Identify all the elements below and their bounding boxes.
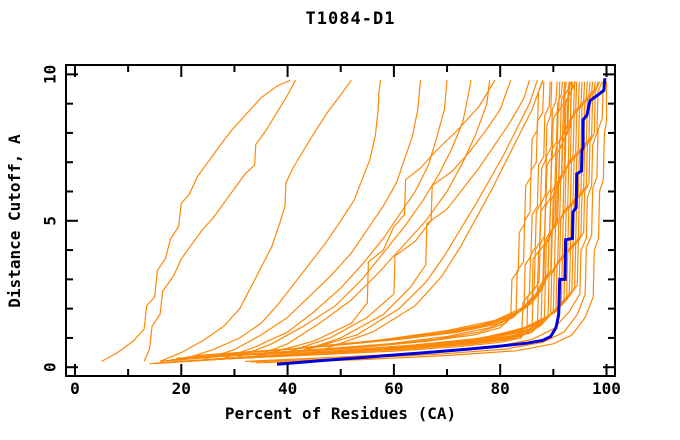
model-01 bbox=[101, 79, 291, 362]
y-tick-label: 5 bbox=[41, 216, 60, 226]
model-24 bbox=[202, 81, 583, 361]
x-tick-label: 40 bbox=[278, 379, 297, 398]
model-03 bbox=[159, 79, 352, 362]
model-11 bbox=[287, 80, 530, 357]
model-08 bbox=[250, 80, 491, 359]
model-34 bbox=[255, 81, 608, 364]
model-09 bbox=[260, 79, 496, 357]
model-12 bbox=[298, 80, 538, 354]
model-36 bbox=[165, 81, 545, 362]
model-02 bbox=[143, 79, 297, 362]
model-06 bbox=[223, 80, 448, 359]
plot-border bbox=[65, 64, 616, 377]
model-37 bbox=[170, 81, 551, 361]
model-21 bbox=[186, 81, 576, 362]
model-43 bbox=[202, 81, 577, 357]
model-32 bbox=[245, 81, 603, 362]
model-41 bbox=[191, 81, 574, 358]
y-tick-label: 10 bbox=[41, 65, 60, 84]
x-tick-label: 100 bbox=[592, 379, 621, 398]
highlighted-model bbox=[276, 78, 607, 366]
y-axis-label: Distance Cutoff, A bbox=[5, 134, 24, 308]
model-25 bbox=[207, 81, 586, 361]
model-27 bbox=[218, 81, 591, 360]
model-07 bbox=[234, 80, 472, 359]
model-05 bbox=[202, 80, 422, 361]
page-title: T1084-D1 bbox=[305, 9, 396, 29]
x-tick-label: 80 bbox=[491, 379, 510, 398]
axis-ticks bbox=[67, 66, 614, 375]
x-tick-label: 60 bbox=[384, 379, 403, 398]
model-35 bbox=[159, 81, 544, 362]
model-42 bbox=[197, 81, 576, 357]
x-tick-label: 0 bbox=[70, 379, 80, 398]
model-04 bbox=[181, 80, 382, 361]
model-31 bbox=[239, 81, 601, 359]
y-tick-label: 0 bbox=[41, 362, 60, 372]
model-curves bbox=[101, 78, 608, 366]
tick-labels: 0 20 40 60 80 100 0 5 10 bbox=[41, 65, 621, 398]
model-13 bbox=[314, 79, 544, 354]
x-axis-label: Percent of Residues (CA) bbox=[224, 404, 457, 423]
model-33 bbox=[250, 81, 604, 363]
x-tick-label: 20 bbox=[172, 379, 191, 398]
